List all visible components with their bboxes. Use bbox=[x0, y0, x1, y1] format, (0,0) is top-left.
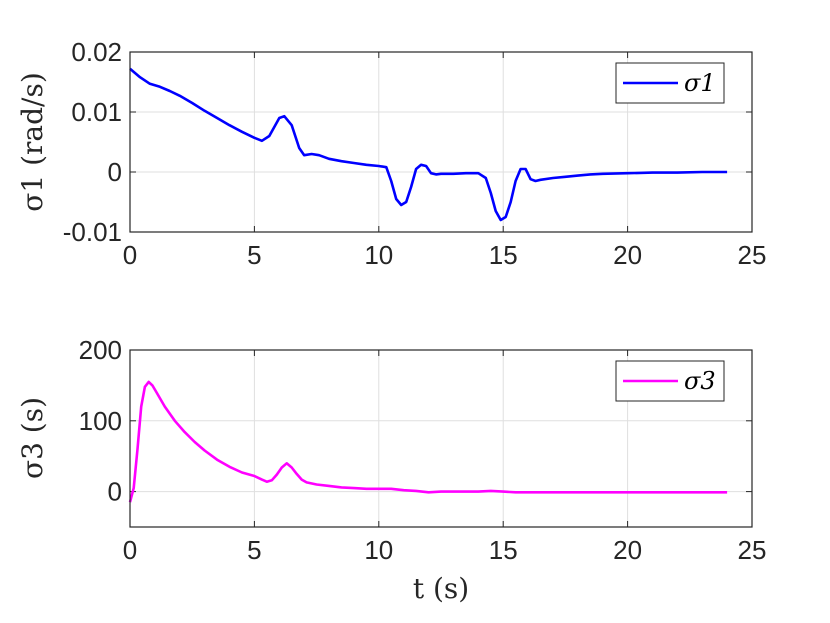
x-tick-label: 25 bbox=[738, 240, 767, 270]
x-tick-label: 5 bbox=[247, 535, 261, 565]
legend: σ3 bbox=[615, 360, 725, 402]
axes-frame bbox=[129, 51, 753, 233]
y-tick-label: 100 bbox=[79, 406, 122, 436]
x-tick-label: 10 bbox=[364, 240, 393, 270]
x-tick-label: 15 bbox=[489, 535, 518, 565]
series-line-2 bbox=[128, 380, 728, 503]
y-tick-label: 0 bbox=[108, 157, 122, 187]
x-tick-label: 10 bbox=[364, 535, 393, 565]
subplot-2: 0 5 10 15 20 25 0 100 200 σ3 σ3 (s) t (s) bbox=[16, 335, 766, 605]
y-tick-label: 0.02 bbox=[71, 37, 122, 67]
x-tick-label: 15 bbox=[489, 240, 518, 270]
y-tick-label: 200 bbox=[79, 335, 122, 365]
x-tick-label: 25 bbox=[738, 535, 767, 565]
axes-frame bbox=[129, 349, 753, 528]
y-tick-label: 0 bbox=[108, 477, 122, 507]
x-tick-label: 20 bbox=[613, 535, 642, 565]
series-line-1 bbox=[129, 67, 728, 222]
legend: σ1 bbox=[615, 62, 725, 104]
x-tick-label: 5 bbox=[247, 240, 261, 270]
x-tick-label: 20 bbox=[613, 240, 642, 270]
x-tick-label: 0 bbox=[123, 240, 137, 270]
y-tick-label: -0.01 bbox=[63, 217, 122, 247]
x-axis-label: t (s) bbox=[413, 572, 469, 605]
y-axis-label: σ3 (s) bbox=[16, 397, 49, 479]
y-tick-label: 0.01 bbox=[71, 97, 122, 127]
x-tick-label: 0 bbox=[123, 535, 137, 565]
legend-label: σ3 bbox=[684, 367, 716, 395]
y-axis-label: σ1 (rad/s) bbox=[16, 72, 49, 211]
legend-label: σ1 bbox=[684, 69, 716, 97]
